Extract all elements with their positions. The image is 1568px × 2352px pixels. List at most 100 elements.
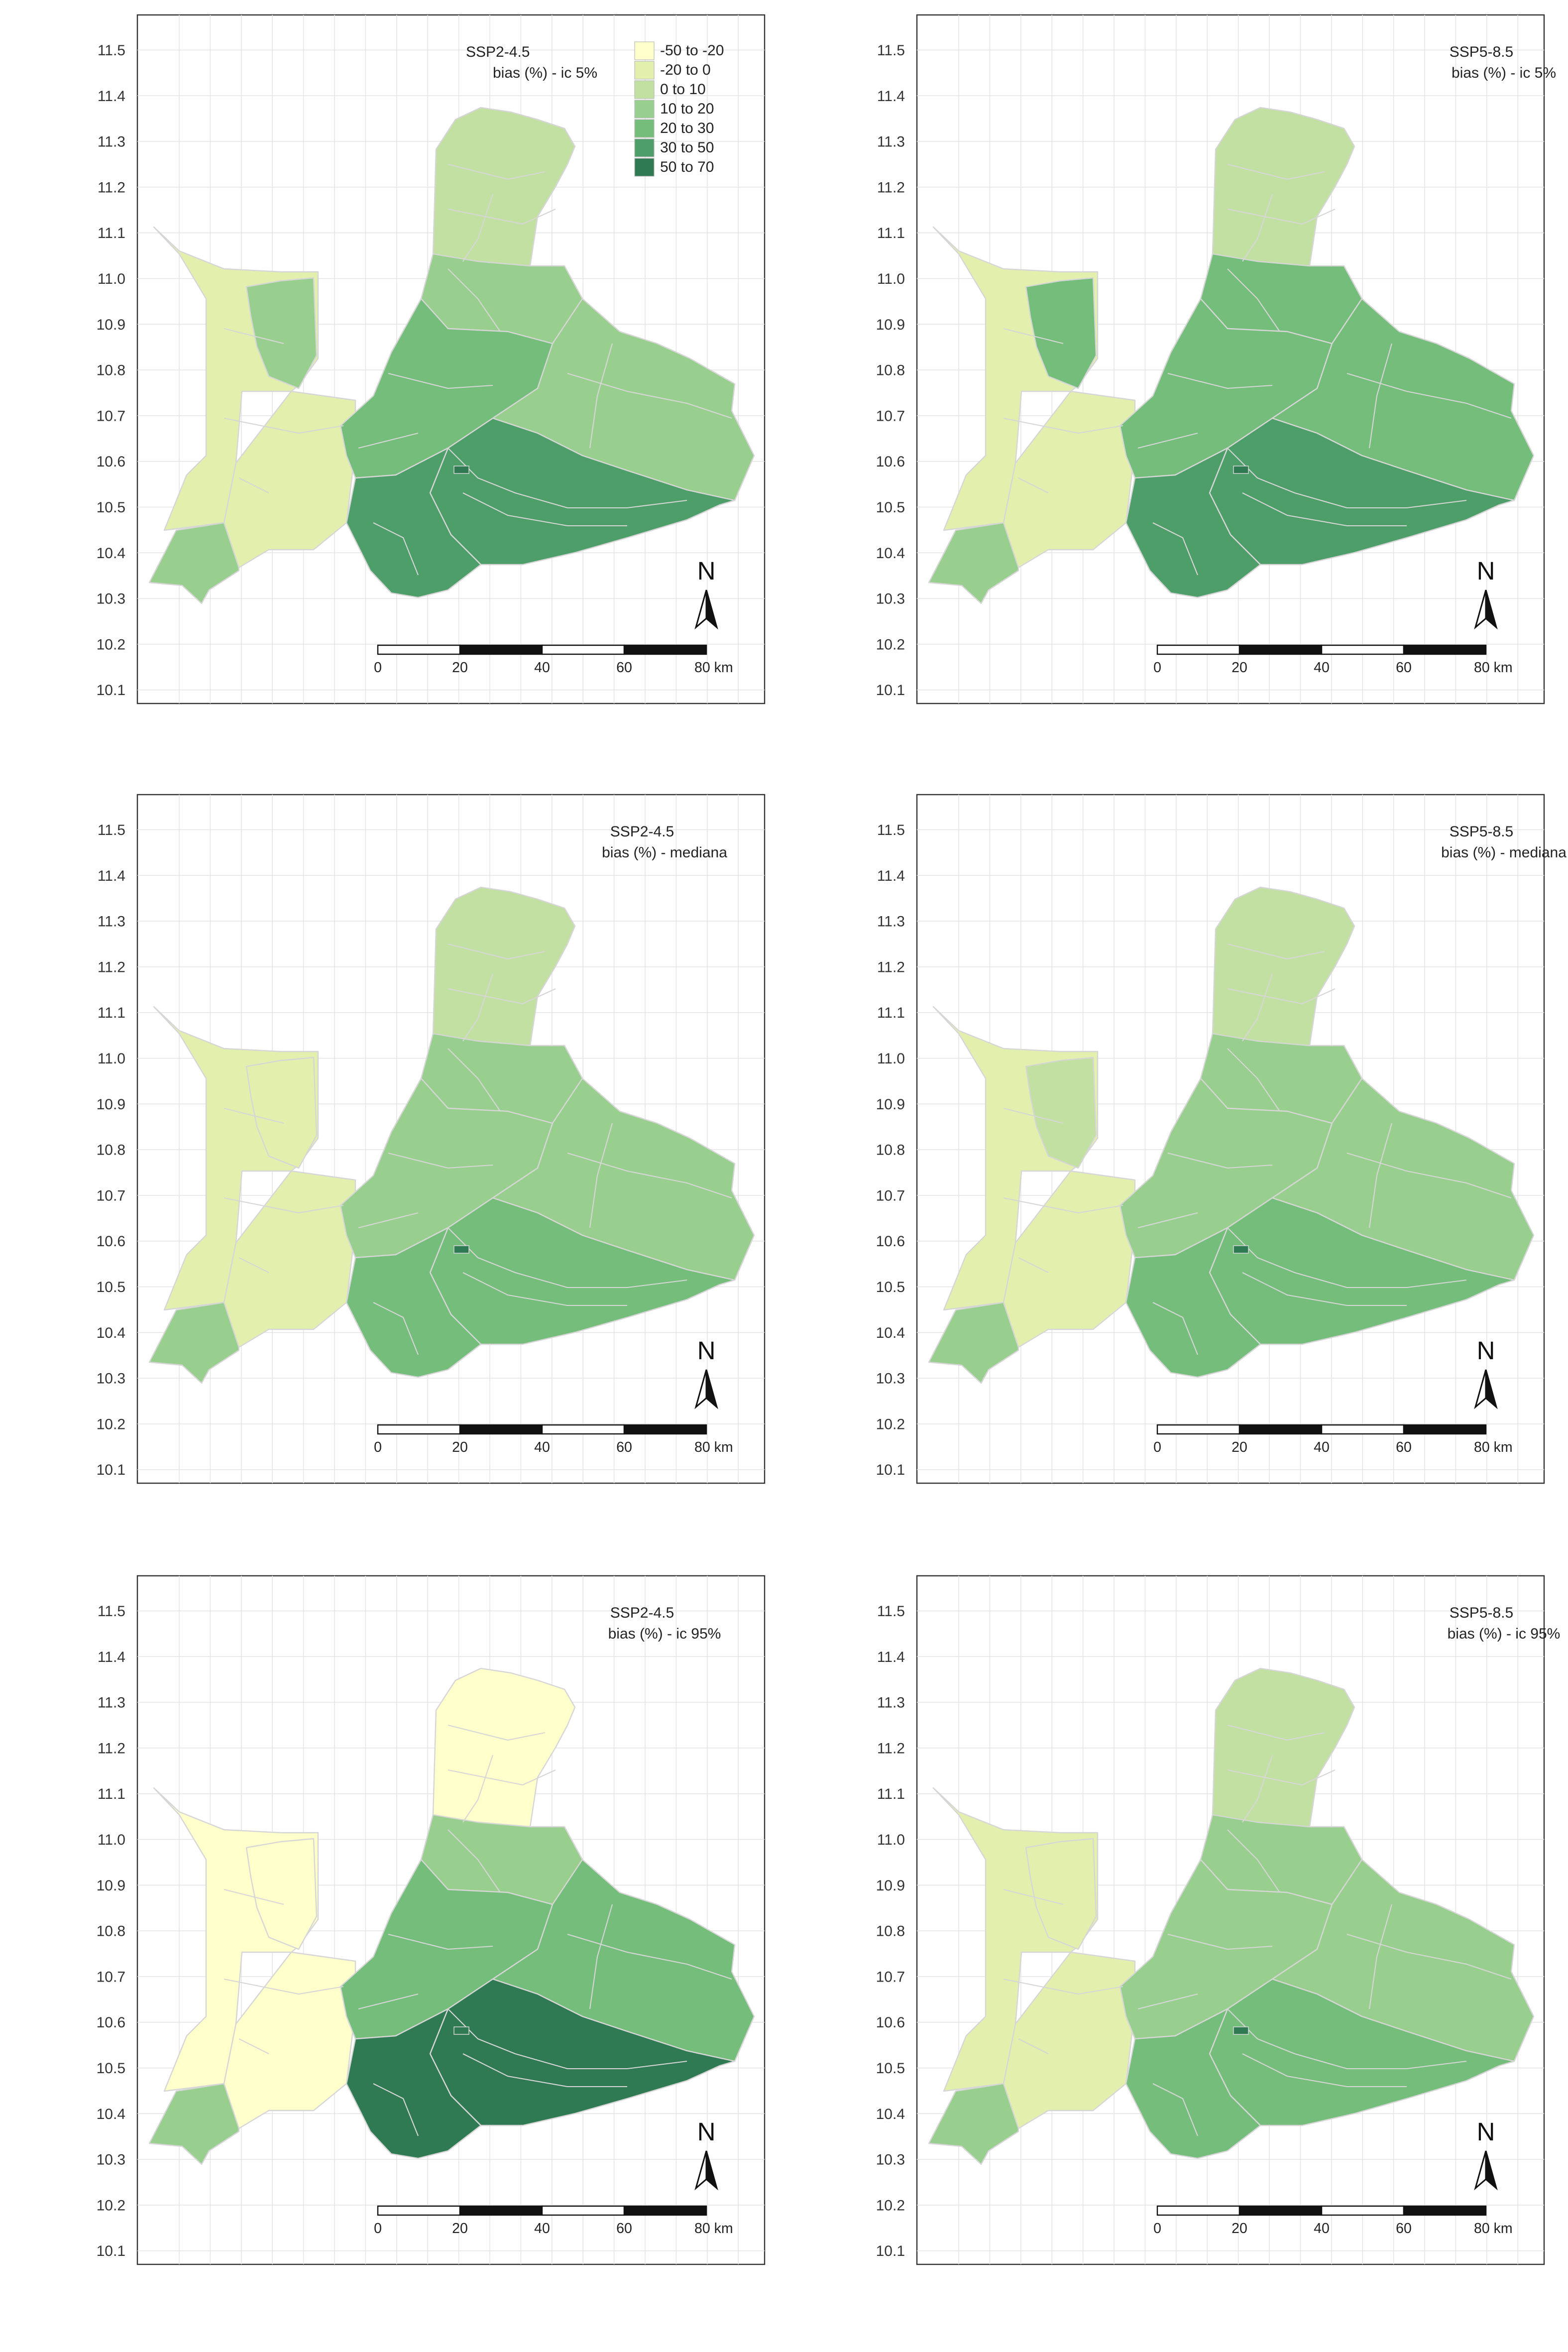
reservoir-patch: [453, 466, 469, 474]
y-tick-label: 10.3: [876, 591, 905, 607]
basin-region: [1025, 277, 1097, 389]
y-tick-label: 10.6: [876, 2014, 905, 2031]
scale-bar-segment: [1238, 2205, 1323, 2216]
y-tick-label: 11.1: [98, 1005, 125, 1021]
legend-swatch: [634, 41, 655, 60]
scale-bar-segment: [623, 2205, 707, 2216]
statistic-label: bias (%) - ic 95%: [1448, 1626, 1561, 1642]
basin-region: [1125, 447, 1261, 598]
scale-bar-segment: [1156, 1424, 1240, 1435]
basin-boundary: [1152, 2083, 1198, 2136]
y-tick-label: 10.7: [97, 1969, 125, 1985]
y-tick-label: 10.2: [97, 1416, 125, 1432]
scale-bar-label: 40: [1314, 1439, 1330, 1455]
basin-boundary: [567, 1933, 732, 1980]
legend-swatch: [634, 100, 655, 118]
y-tick-label: 10.5: [97, 499, 125, 516]
scale-bar-label: 20: [1232, 660, 1247, 676]
basin-region: [223, 1951, 356, 2129]
basin-boundary: [1242, 194, 1273, 262]
basin-region: [245, 277, 318, 389]
basin-boundary: [238, 2038, 269, 2054]
y-tick-label: 10.8: [97, 1142, 125, 1159]
scale-bar-segment: [377, 644, 461, 655]
scenario-label: SSP5-8.5: [1450, 44, 1513, 60]
y-tick-label: 10.4: [876, 2106, 905, 2122]
basin-region: [223, 1170, 356, 1348]
basin-region: [928, 1301, 1019, 1384]
scale-bar-label: 60: [616, 1439, 632, 1455]
y-tick-label: 11.3: [877, 1695, 905, 1711]
scale-bar-segment: [459, 1424, 543, 1435]
scale-bar-segment: [459, 2205, 543, 2216]
y-tick-label: 10.4: [876, 1325, 905, 1341]
y-tick-label: 11.0: [98, 1051, 125, 1067]
scale-bar-segment: [541, 644, 625, 655]
y-tick-label: 11.2: [98, 179, 125, 196]
legend-swatch: [634, 138, 655, 157]
north-label: N: [697, 2117, 716, 2146]
y-tick-label: 11.0: [877, 271, 905, 287]
scale-bar-label: 80 km: [1474, 660, 1513, 676]
basin-boundary: [238, 477, 269, 493]
y-tick-label: 10.6: [97, 1233, 125, 1250]
basin-boundary: [1003, 1978, 1123, 1995]
north-label: N: [697, 557, 716, 585]
basin-region: [345, 447, 482, 598]
reservoir-patch: [453, 2026, 469, 2035]
scale-bar-label: 40: [1314, 2221, 1330, 2236]
y-tick-label: 10.9: [876, 317, 905, 333]
statistic-label: bias (%) - ic 5%: [1452, 65, 1556, 81]
basin-boundary: [1242, 973, 1273, 1042]
scale-bar-label: 20: [452, 660, 468, 676]
scale-bar-label: 80 km: [694, 2221, 733, 2236]
basin-region: [1125, 1227, 1261, 1378]
scale-bar-label: 20: [452, 2221, 468, 2236]
y-tick-label: 10.8: [876, 1142, 905, 1159]
y-tick-label: 11.4: [98, 1649, 125, 1665]
scenario-label: SSP5-8.5: [1450, 823, 1513, 840]
reservoir-patch: [453, 1245, 469, 1254]
scale-bar-label: 0: [1153, 2221, 1161, 2236]
y-tick-label: 10.6: [876, 1233, 905, 1250]
basin-boundary: [358, 1212, 419, 1229]
basin-region: [345, 1227, 482, 1378]
y-tick-label: 10.1: [876, 1462, 905, 1478]
y-tick-label: 10.1: [97, 2243, 125, 2259]
basin-boundary: [1227, 988, 1336, 1005]
y-tick-label: 11.3: [98, 134, 125, 150]
map-panel: 11.5 11.4 11.3 11.2 11.1 11.0 10.9 10.8 10.7 10.6…: [97, 14, 766, 705]
y-tick-label: 11.3: [877, 914, 905, 930]
legend-label: 50 to 70: [660, 159, 714, 175]
scale-bar-label: 60: [1396, 1439, 1412, 1455]
y-tick-label: 11.3: [98, 914, 125, 930]
basin-boundary: [1227, 208, 1336, 225]
scale-bar-label: 0: [1153, 660, 1161, 676]
map-panel: 11.5 11.4 11.3 11.2 11.1 11.0 10.9 10.8 10.7 10.6…: [876, 1575, 1561, 2265]
basin-boundary: [358, 432, 419, 449]
scale-bar-segment: [623, 1424, 707, 1435]
basin-boundary: [373, 522, 419, 576]
y-tick-label: 10.1: [97, 1462, 125, 1478]
y-tick-label: 11.4: [877, 88, 905, 105]
legend-label: 30 to 50: [660, 139, 714, 156]
y-tick-label: 10.8: [97, 362, 125, 379]
basin-boundary: [448, 208, 556, 225]
basin-boundary: [1227, 163, 1325, 180]
basin-boundary: [1003, 1107, 1064, 1124]
scale-bar-label: 60: [1396, 660, 1412, 676]
map-panel: 11.5 11.4 11.3 11.2 11.1 11.0 10.9 10.8 10.7 10.6…: [97, 794, 766, 1484]
basin-boundary: [448, 1227, 687, 1289]
basin-region: [928, 2083, 1019, 2165]
map-panel: 11.5 11.4 11.3 11.2 11.1 11.0 10.9 10.8 10.7 10.6…: [97, 1575, 766, 2265]
reservoir-patch: [1233, 466, 1249, 474]
statistic-label: bias (%) - mediana: [602, 844, 727, 861]
scale-bar-label: 0: [374, 660, 382, 676]
basin-boundary: [1018, 1257, 1049, 1273]
basin-boundary: [1018, 2038, 1049, 2054]
map-panel: 11.5 11.4 11.3 11.2 11.1 11.0 10.9 10.8 10.7 10.6…: [876, 14, 1556, 705]
basin-boundary: [448, 2008, 687, 2070]
y-tick-label: 10.2: [97, 2197, 125, 2214]
basin-boundary: [1227, 1829, 1280, 1893]
